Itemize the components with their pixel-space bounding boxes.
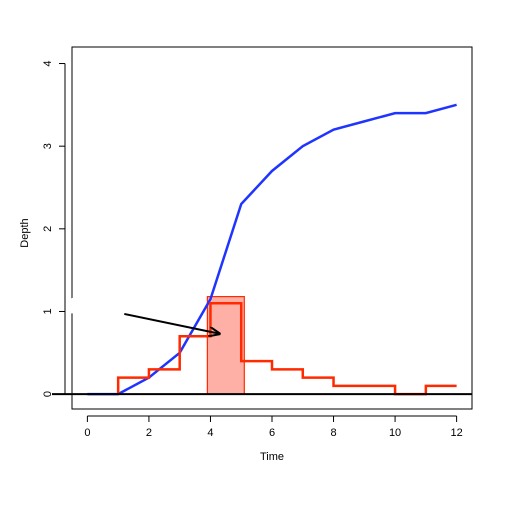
- highlight-layer: [206, 295, 245, 395]
- y-tick-label: 2: [42, 226, 54, 232]
- x-tick-label: 2: [146, 427, 152, 439]
- x-axis-title: Time: [260, 451, 284, 463]
- annotation-arrow: [124, 312, 219, 334]
- y-tick-label: 4: [42, 60, 54, 66]
- axis-break-mark: [65, 295, 79, 306]
- y-tick-label: 3: [42, 143, 54, 149]
- annotation-layer: [124, 312, 219, 334]
- plot-frame: [65, 46, 473, 410]
- series-1-line: [87, 103, 457, 396]
- y-tick-label: 1: [42, 308, 54, 314]
- x-tick-label: 10: [389, 427, 401, 439]
- highlight-rect: [206, 295, 245, 395]
- y-tick-label: 0: [42, 391, 54, 397]
- x-tick-label: 12: [450, 427, 462, 439]
- series-layer: [52, 103, 472, 396]
- series-2-step-line: [116, 301, 457, 396]
- x-tick-label: 6: [269, 427, 275, 439]
- y-axis-title: Depth: [19, 218, 31, 247]
- x-tick-label: 0: [84, 427, 90, 439]
- x-tick-label: 8: [330, 427, 336, 439]
- plot-border: [71, 46, 473, 410]
- x-tick-label: 4: [207, 427, 213, 439]
